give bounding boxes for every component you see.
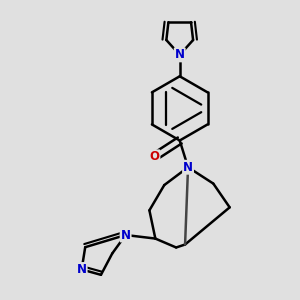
Text: N: N [121, 229, 130, 242]
Text: N: N [183, 161, 193, 174]
Text: N: N [175, 48, 185, 62]
Text: N: N [76, 263, 87, 276]
Text: O: O [149, 150, 160, 163]
